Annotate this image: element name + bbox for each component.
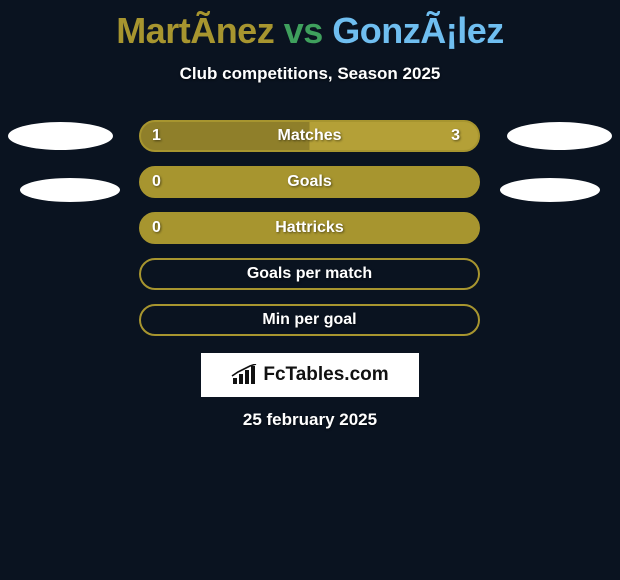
stat-value-left: 1 [152, 127, 161, 145]
vs-word: vs [284, 10, 323, 51]
stat-label: Min per goal [262, 311, 356, 329]
stat-label: Goals [287, 173, 331, 191]
stat-pill: Matches [139, 120, 480, 152]
stat-row: Min per goal [0, 298, 620, 344]
stat-label: Hattricks [275, 219, 343, 237]
stat-row: Goals per match [0, 252, 620, 298]
footer-date: 25 february 2025 [0, 410, 620, 430]
player-right-name: GonzÃ¡lez [332, 10, 504, 51]
stat-pill: Goals per match [139, 258, 480, 290]
attribution-text: FcTables.com [263, 364, 388, 386]
stat-row: Matches 1 3 [0, 114, 620, 160]
attribution-logo: FcTables.com [201, 353, 419, 397]
comparison-title: MartÃ­nez vs GonzÃ¡lez [0, 0, 620, 52]
stat-label: Goals per match [247, 265, 372, 283]
stat-label: Matches [277, 127, 341, 145]
player-left-name: MartÃ­nez [116, 10, 274, 51]
stat-value-right: 3 [451, 127, 460, 145]
stat-rows-container: Matches 1 3 Goals 0 Hattricks 0 Goals pe… [0, 114, 620, 344]
stat-row: Hattricks 0 [0, 206, 620, 252]
stat-pill: Min per goal [139, 304, 480, 336]
subtitle: Club competitions, Season 2025 [0, 64, 620, 84]
stat-pill: Goals [139, 166, 480, 198]
stat-value-left: 0 [152, 219, 161, 237]
stat-row: Goals 0 [0, 160, 620, 206]
bar-chart-icon [231, 364, 257, 386]
stat-value-left: 0 [152, 173, 161, 191]
stat-pill: Hattricks [139, 212, 480, 244]
